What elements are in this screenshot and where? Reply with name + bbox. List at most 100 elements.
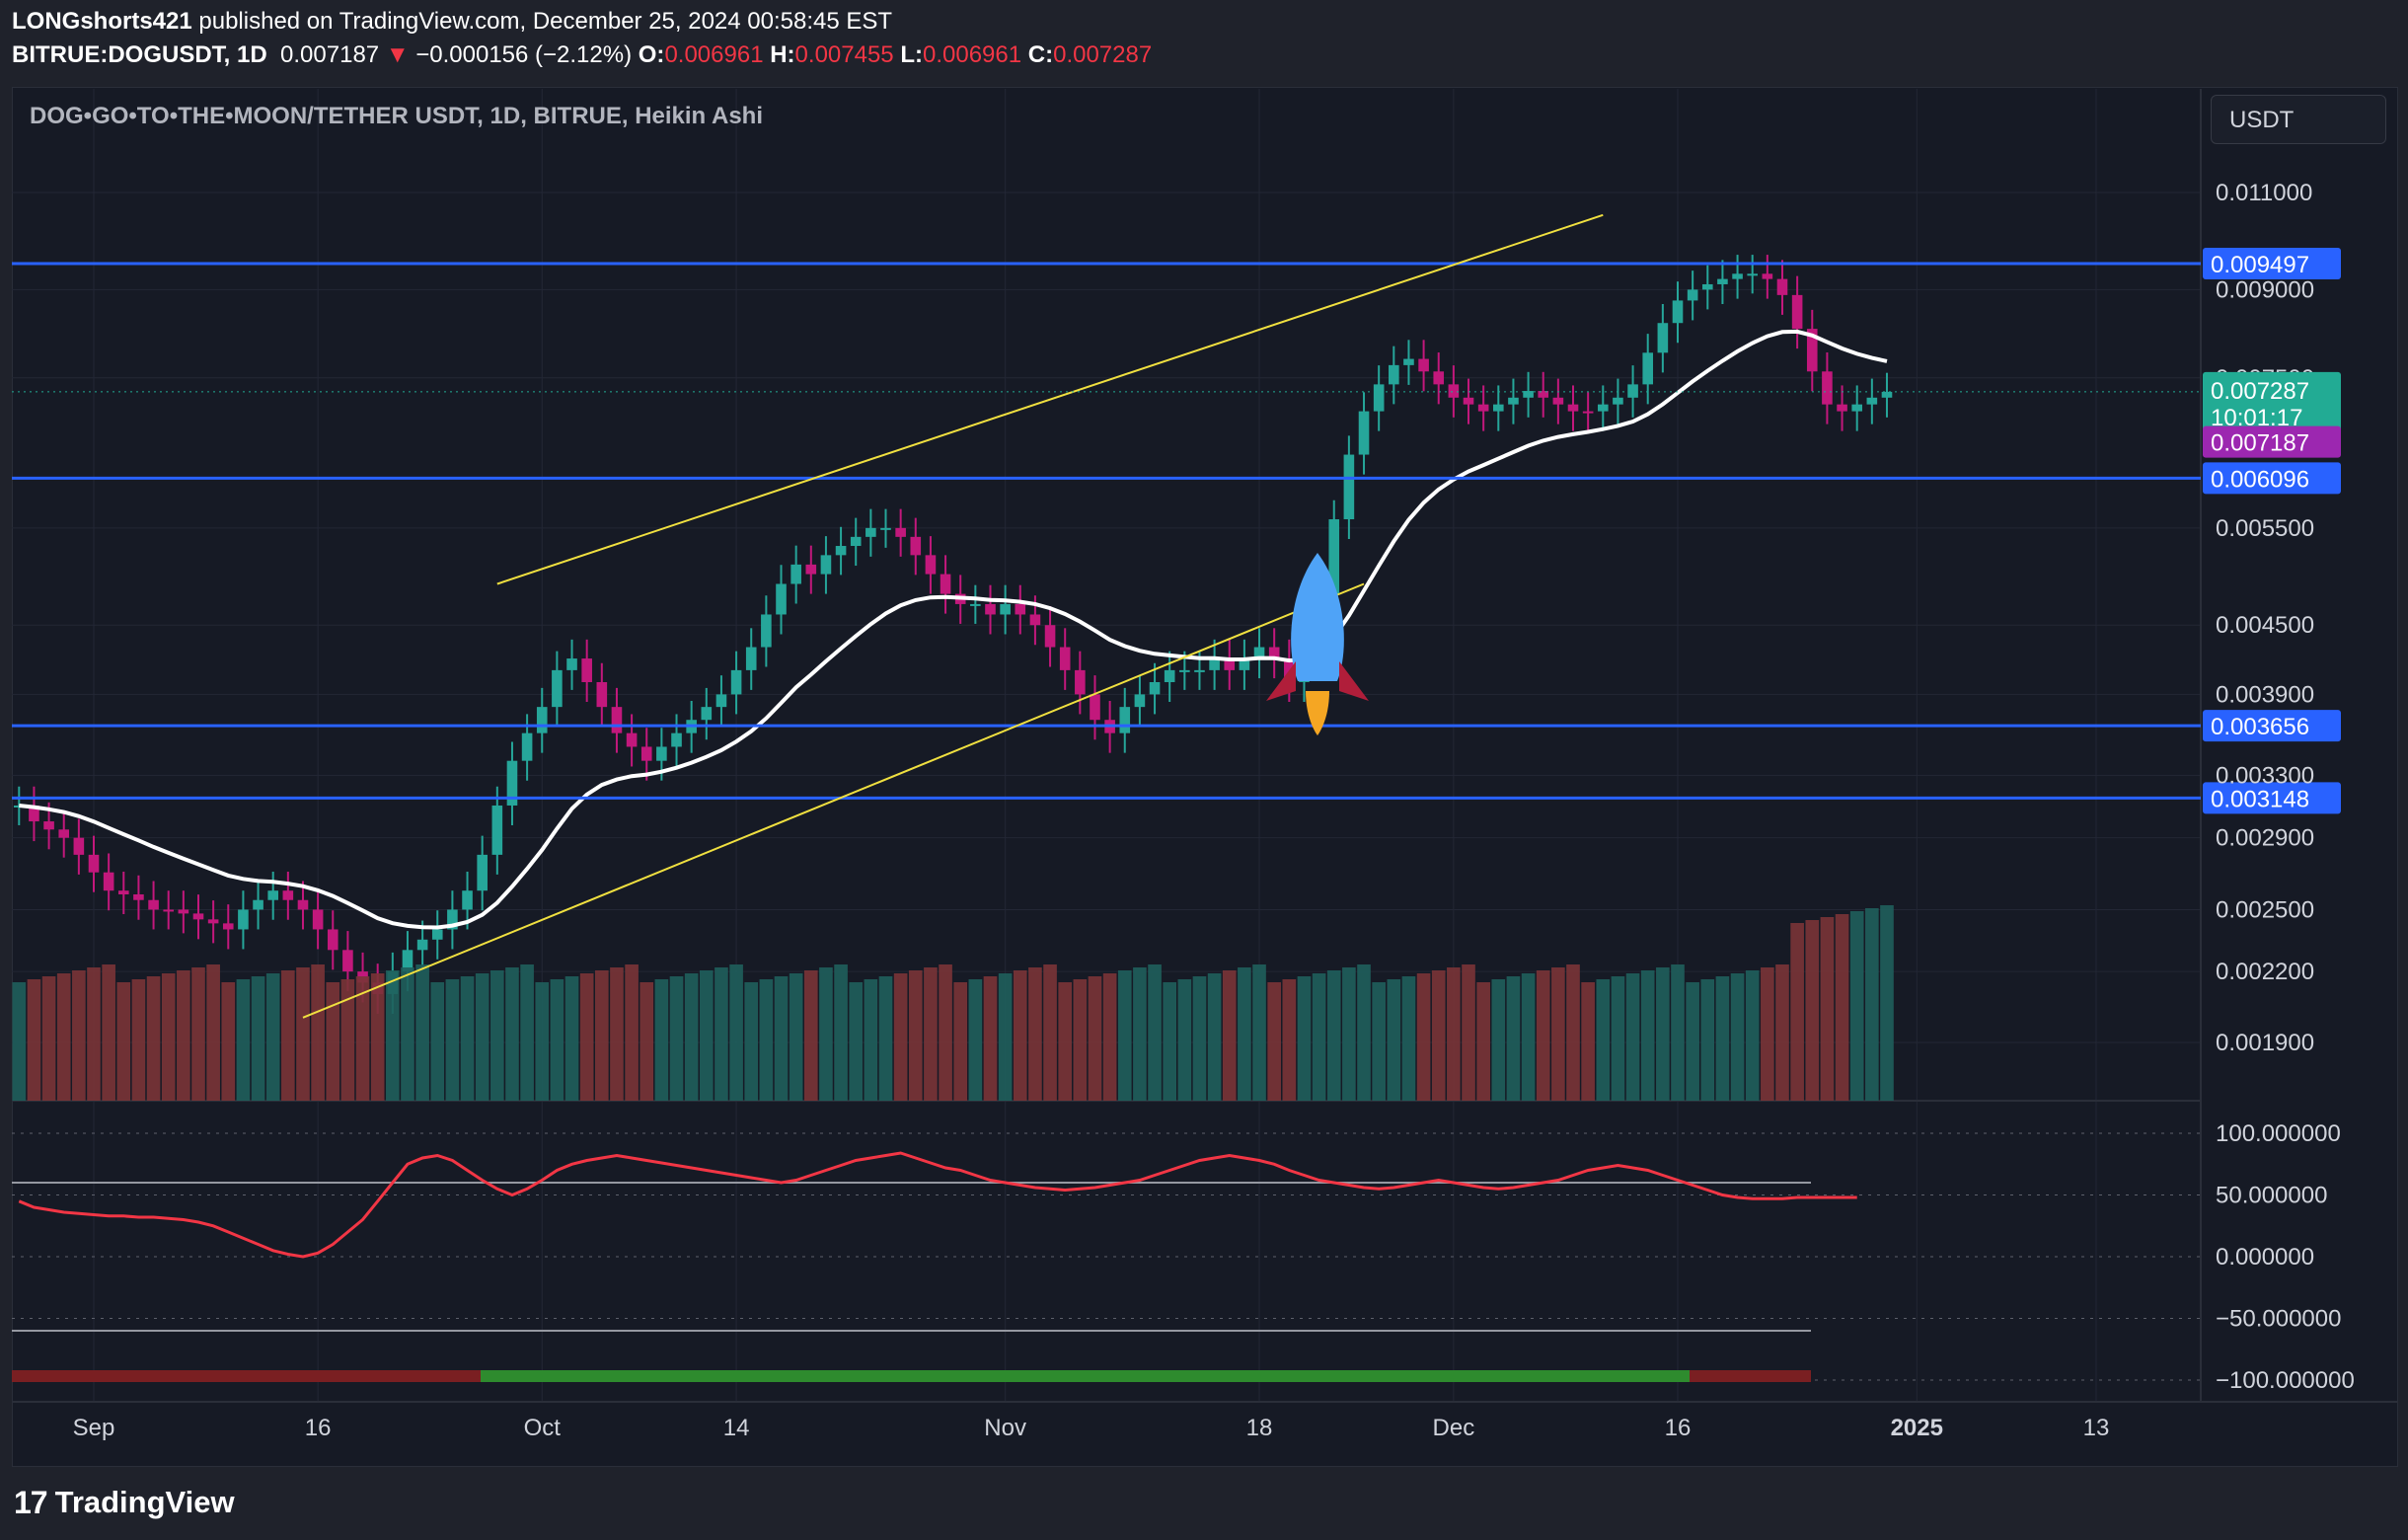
- time-axis-label: Sep: [73, 1415, 115, 1441]
- price-axis-label: 0.002200: [2216, 959, 2314, 985]
- ohlc-line: BITRUE:DOGUSDT, 1D 0.007187 ▼ −0.000156 …: [12, 41, 1152, 69]
- candle-body: [1253, 647, 1265, 659]
- candle-body: [312, 909, 324, 930]
- candle-body: [1493, 404, 1504, 412]
- time-axis-label: Nov: [984, 1415, 1026, 1441]
- candle-body: [1134, 694, 1146, 708]
- volume-bar: [759, 979, 774, 1101]
- volume-bar: [1551, 967, 1565, 1101]
- last-price-label: 0.007287: [2211, 378, 2309, 405]
- candle-body: [850, 536, 862, 547]
- candle-body: [29, 805, 39, 822]
- volume-bar: [953, 982, 968, 1101]
- volume-bar: [41, 976, 56, 1101]
- candle-body: [940, 574, 951, 594]
- volume-bar: [1058, 982, 1073, 1101]
- candle-body: [1090, 694, 1100, 721]
- volume-bar: [1790, 923, 1804, 1101]
- chart-frame[interactable]: [12, 87, 2398, 1467]
- volume-bar: [1476, 982, 1490, 1101]
- candle-body: [103, 872, 114, 891]
- volume-bar: [669, 976, 684, 1101]
- candle-body: [178, 909, 189, 914]
- rocket-flame: [1306, 691, 1329, 735]
- time-axis-label: Dec: [1433, 1415, 1475, 1441]
- candle-body: [521, 732, 533, 761]
- currency-selector-button[interactable]: USDT: [2211, 95, 2386, 144]
- candle-body: [1059, 647, 1071, 670]
- price-axis-label: 0.002900: [2216, 825, 2314, 852]
- volume-bar: [1611, 976, 1625, 1101]
- candle-body: [73, 837, 85, 855]
- volume-bar: [1835, 914, 1849, 1101]
- candle-body: [611, 707, 623, 733]
- price-axis-label: 0.009000: [2216, 276, 2314, 303]
- volume-bar: [505, 967, 519, 1101]
- author-name[interactable]: LONGshorts421: [12, 8, 192, 35]
- volume-bar: [998, 973, 1013, 1101]
- volume-bar: [1238, 967, 1251, 1101]
- chart-canvas[interactable]: 0.009497 0.006096 0.003656 0.003148 0.001900…: [0, 0, 2408, 1481]
- candle-body: [267, 890, 278, 900]
- volume-bar: [684, 973, 699, 1101]
- candle-body: [192, 913, 204, 920]
- level-price-label: 0.006096: [2211, 466, 2309, 493]
- candle-body: [1806, 329, 1818, 372]
- candle-body: [1000, 603, 1011, 615]
- candle-body: [1463, 397, 1474, 405]
- candle-body: [163, 909, 175, 912]
- candle-body: [1791, 294, 1803, 330]
- candle-body: [1627, 384, 1638, 398]
- volume-bar: [1849, 911, 1864, 1101]
- price-axis-label: 0.004500: [2216, 612, 2314, 639]
- candle-body: [1164, 669, 1175, 682]
- oscillator-axis-label: 0.000000: [2216, 1244, 2314, 1270]
- change-arrow-icon: ▼: [385, 41, 410, 68]
- low-value: 0.006961: [922, 41, 1022, 68]
- candle-body: [1015, 603, 1026, 615]
- volume-bar: [849, 982, 864, 1101]
- candle-body: [1358, 411, 1370, 455]
- candle-body: [1239, 658, 1250, 670]
- candle-body: [1075, 669, 1086, 695]
- candle-body: [1343, 454, 1355, 520]
- candle-body: [1567, 404, 1579, 412]
- volume-bar: [72, 970, 86, 1101]
- volume-bar: [1640, 970, 1655, 1101]
- oscillator-axis-label: −100.000000: [2216, 1367, 2355, 1394]
- candle-body: [1149, 681, 1161, 695]
- trend-state-bar-bear: [12, 1370, 481, 1382]
- candle-body: [1194, 669, 1205, 672]
- volume-bar: [819, 967, 833, 1101]
- volume-bar: [386, 970, 400, 1101]
- candle-body: [1477, 404, 1489, 412]
- level-price-label: 0.003656: [2211, 714, 2309, 740]
- publisher-line: LONGshorts421 published on TradingView.c…: [12, 8, 892, 36]
- candle-body: [1582, 411, 1594, 414]
- volume-bar: [1462, 964, 1475, 1101]
- volume-bar: [1133, 967, 1147, 1101]
- candle-body: [327, 929, 339, 951]
- symbol-label: BITRUE:DOGUSDT, 1D: [12, 41, 267, 68]
- trend-channel-line: [302, 582, 1365, 1019]
- candle-body: [506, 760, 518, 806]
- volume-bar: [146, 976, 161, 1101]
- candle-body: [566, 658, 577, 670]
- candle-body: [1029, 614, 1041, 626]
- trend-channel-line: [496, 213, 1604, 585]
- candle-body: [925, 555, 937, 575]
- volume-bar: [535, 982, 550, 1101]
- candle-body: [1418, 358, 1429, 372]
- price-axis-label: 0.003900: [2216, 681, 2314, 708]
- volume-bar: [1252, 964, 1266, 1101]
- volume-bar: [594, 970, 609, 1101]
- price-axis-label: 0.011000: [2216, 180, 2312, 206]
- open-value: 0.006961: [664, 41, 764, 68]
- volume-bar: [1013, 970, 1027, 1101]
- volume-bar: [610, 967, 624, 1101]
- time-axis-label: 13: [2083, 1415, 2110, 1441]
- volume-bar: [1312, 973, 1326, 1101]
- tradingview-brand: TradingView: [54, 1485, 235, 1519]
- volume-bar: [401, 967, 414, 1101]
- candle-body: [970, 603, 981, 606]
